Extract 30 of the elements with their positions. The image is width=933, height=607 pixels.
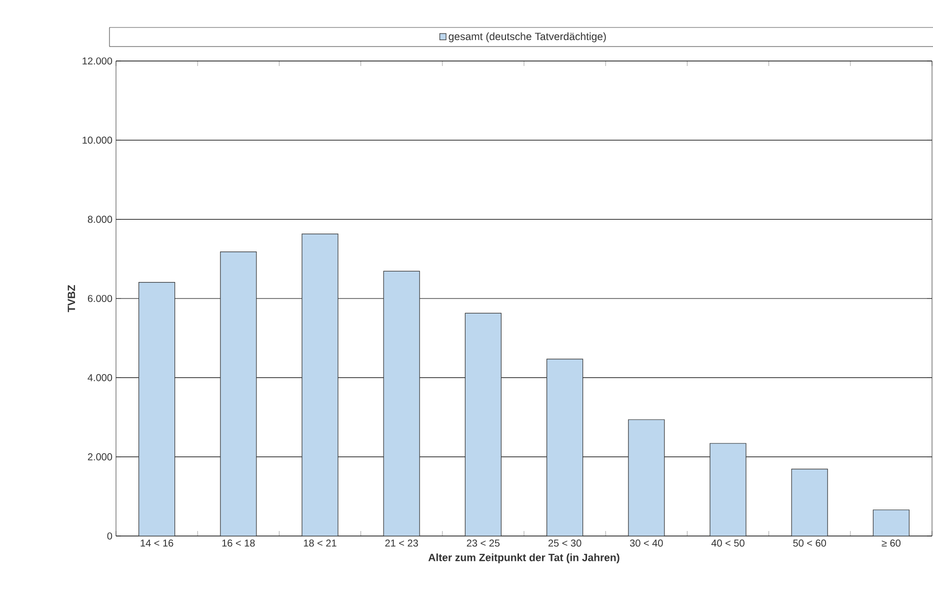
- bar: [302, 234, 338, 536]
- bar: [628, 419, 665, 536]
- y-tick-label: 10.000: [82, 136, 112, 144]
- bar: [138, 282, 176, 536]
- bar: [464, 312, 502, 536]
- x-tick-label: 18 < 21: [304, 540, 336, 547]
- bar: [383, 270, 420, 536]
- bar: [791, 468, 828, 536]
- bar: [872, 510, 910, 536]
- x-tick-label: 14 < 16: [140, 540, 174, 547]
- y-tick-label: 6.000: [88, 294, 112, 302]
- bar: [546, 358, 584, 536]
- x-tick-label: 40 < 50: [711, 540, 744, 547]
- y-tick-label: 12.000: [82, 57, 112, 65]
- y-tick-label: 4.000: [88, 374, 112, 382]
- y-tick-label: 2.000: [88, 453, 112, 460]
- y-tick-label: 8.000: [88, 216, 112, 223]
- x-tick-label: 30 < 40: [630, 540, 663, 547]
- legend-label: gesamt (deutsche Tatverdächtige): [448, 32, 606, 42]
- x-tick-label: 25 < 30: [548, 540, 582, 547]
- y-axis-title: TVBZ: [68, 285, 76, 312]
- bar: [710, 443, 746, 536]
- x-tick-label: 23 < 25: [466, 540, 500, 547]
- y-tick-label: 0: [107, 532, 112, 540]
- x-tick-label: 16 < 18: [222, 540, 255, 547]
- bar: [220, 251, 257, 536]
- x-tick-label: ≥ 60: [882, 540, 901, 547]
- x-axis-title: Alter zum Zeitpunkt der Tat (in Jahren): [428, 553, 620, 564]
- x-tick-label: 50 < 60: [793, 540, 826, 547]
- x-tick-label: 21 < 23: [385, 540, 418, 547]
